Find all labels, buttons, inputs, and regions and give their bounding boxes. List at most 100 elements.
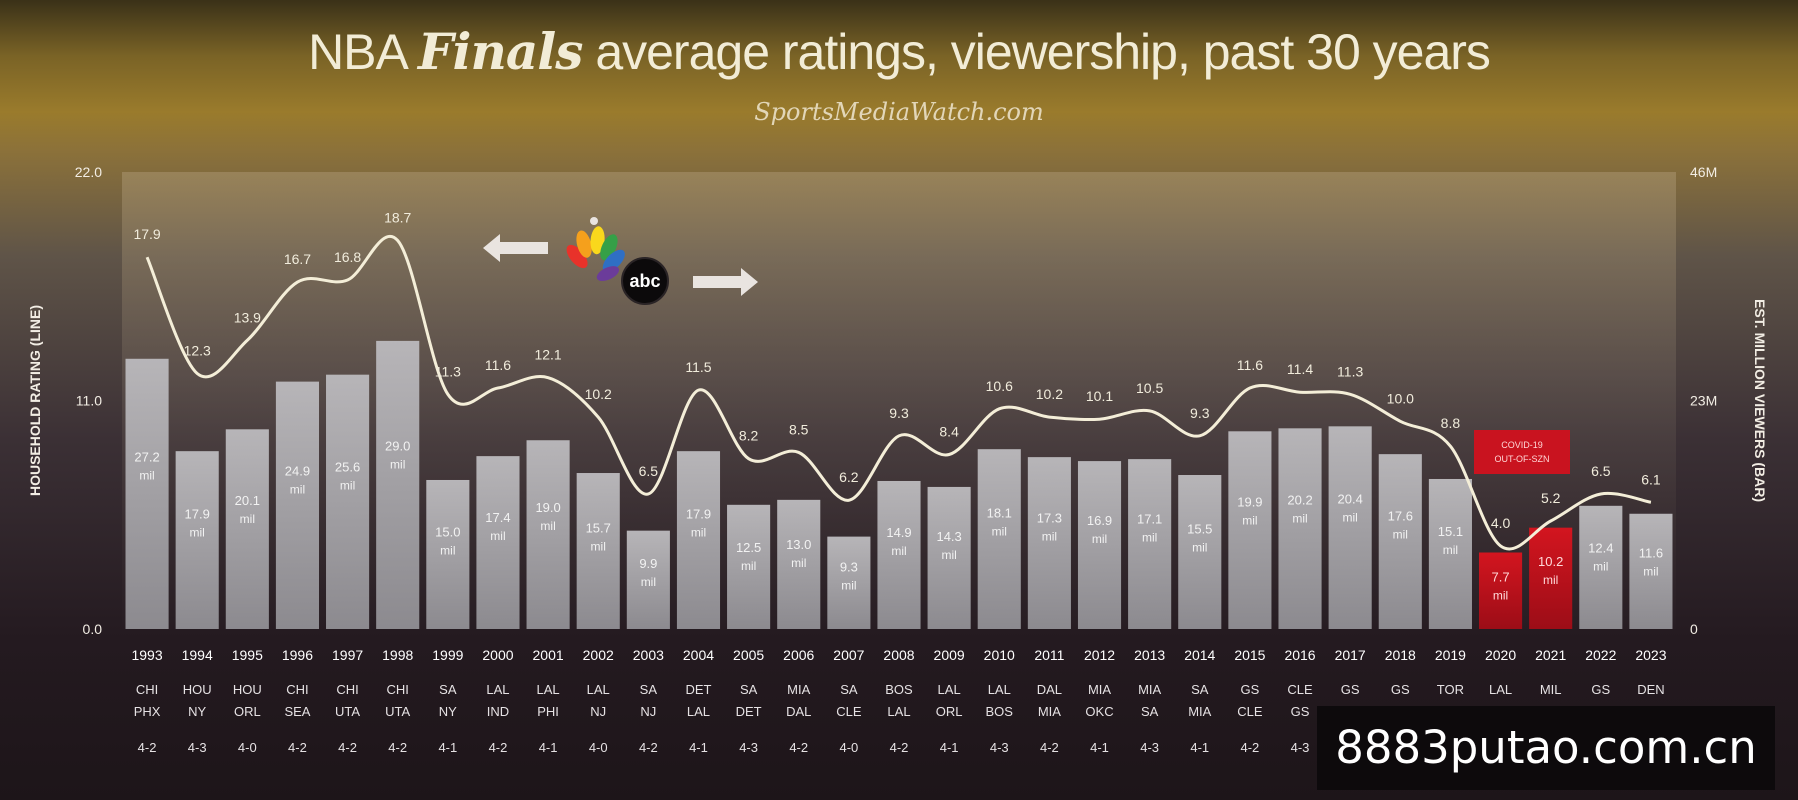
- bar-2016: [1278, 428, 1322, 629]
- series-result-2003: 4-2: [639, 740, 658, 755]
- y-tick-left-0: 0.0: [83, 621, 103, 637]
- series-result-2001: 4-1: [539, 740, 558, 755]
- matchup-top-2019: TOR: [1437, 682, 1464, 697]
- bar-unit-2008: mil: [891, 544, 906, 558]
- bar-2007: [827, 536, 871, 629]
- bar-2017: [1328, 426, 1372, 629]
- matchup-top-2014: SA: [1191, 682, 1209, 697]
- series-result-2004: 4-1: [689, 740, 708, 755]
- bar-value-1998: 29.0: [385, 438, 410, 453]
- matchup-bottom-2001: PHI: [537, 704, 559, 719]
- matchup-bottom-2015: CLE: [1237, 704, 1263, 719]
- bar-unit-1995: mil: [240, 512, 255, 526]
- matchup-top-2007: SA: [840, 682, 858, 697]
- chart-title: NBA Finals average ratings, viewership, …: [0, 22, 1798, 81]
- y-tick-right-0: 0: [1690, 621, 1698, 637]
- matchup-top-2022: GS: [1591, 682, 1610, 697]
- matchup-top-2020: LAL: [1489, 682, 1512, 697]
- x-tick-1997: 1997: [332, 647, 363, 663]
- matchup-bottom-1995: ORL: [234, 704, 261, 719]
- bar-value-2005: 12.5: [736, 540, 761, 555]
- series-result-2009: 4-1: [940, 740, 959, 755]
- rating-value-1998: 18.7: [384, 210, 411, 226]
- x-tick-1998: 1998: [382, 647, 413, 663]
- matchup-bottom-2011: MIA: [1038, 704, 1061, 719]
- bar-value-2002: 15.7: [586, 520, 611, 535]
- bar-unit-2000: mil: [490, 529, 505, 543]
- matchup-bottom-2006: DAL: [786, 704, 811, 719]
- rating-value-2004: 11.5: [685, 359, 711, 375]
- series-result-2012: 4-1: [1090, 740, 1109, 755]
- series-result-1993: 4-2: [138, 740, 157, 755]
- abc-label: abc: [629, 271, 660, 291]
- matchup-bottom-2010: BOS: [986, 704, 1014, 719]
- bar-1994: [175, 451, 219, 629]
- y-tick-right-2: 46M: [1690, 164, 1717, 180]
- matchup-bottom-2009: ORL: [936, 704, 963, 719]
- matchup-top-2011: DAL: [1037, 682, 1062, 697]
- rating-value-2012: 10.1: [1086, 388, 1113, 404]
- series-result-1998: 4-2: [388, 740, 407, 755]
- x-tick-2004: 2004: [683, 647, 714, 663]
- matchup-top-2010: LAL: [988, 682, 1011, 697]
- x-tick-2016: 2016: [1284, 647, 1315, 663]
- bar-unit-2020: mil: [1493, 589, 1508, 603]
- matchup-top-2015: GS: [1241, 682, 1260, 697]
- bar-2001: [526, 440, 570, 629]
- bar-value-1999: 15.0: [435, 525, 460, 540]
- bar-2022: [1579, 505, 1623, 629]
- matchup-top-1996: CHI: [286, 682, 308, 697]
- matchup-top-2012: MIA: [1088, 682, 1111, 697]
- matchup-bottom-2000: IND: [487, 704, 509, 719]
- bar-2011: [1027, 457, 1071, 629]
- matchup-top-2009: LAL: [938, 682, 961, 697]
- bar-unit-2012: mil: [1092, 532, 1107, 546]
- bar-value-2023: 11.6: [1639, 546, 1663, 561]
- bar-2009: [927, 486, 971, 629]
- chart-subtitle: SportsMediaWatch.com: [754, 98, 1044, 126]
- matchup-bottom-1998: UTA: [385, 704, 410, 719]
- bar-value-2016: 20.2: [1287, 493, 1312, 508]
- series-result-2000: 4-2: [489, 740, 508, 755]
- x-tick-2022: 2022: [1585, 647, 1616, 663]
- matchup-top-2000: LAL: [486, 682, 509, 697]
- x-tick-2007: 2007: [833, 647, 864, 663]
- bar-unit-2002: mil: [591, 539, 606, 553]
- x-tick-2005: 2005: [733, 647, 764, 663]
- matchup-top-2013: MIA: [1138, 682, 1161, 697]
- bar-value-2004: 17.9: [686, 507, 711, 522]
- x-tick-2009: 2009: [934, 647, 965, 663]
- bar-unit-2001: mil: [540, 519, 555, 533]
- bar-unit-2015: mil: [1242, 513, 1257, 527]
- bar-2010: [977, 449, 1021, 629]
- x-tick-2001: 2001: [533, 647, 564, 663]
- series-result-1994: 4-3: [188, 740, 207, 755]
- bar-value-2018: 17.6: [1388, 509, 1413, 524]
- bar-1996: [275, 381, 320, 629]
- rating-value-1995: 13.9: [234, 309, 261, 325]
- bar-unit-2016: mil: [1292, 512, 1307, 526]
- x-tick-2021: 2021: [1535, 647, 1566, 663]
- bar-unit-1999: mil: [440, 544, 455, 558]
- matchup-bottom-2005: DET: [736, 704, 762, 719]
- series-result-1995: 4-0: [238, 740, 257, 755]
- matchup-bottom-2007: CLE: [836, 704, 862, 719]
- watermark: 8883putao.com.cn: [1317, 706, 1775, 790]
- bar-2000: [476, 456, 520, 629]
- x-tick-1996: 1996: [282, 647, 313, 663]
- bar-value-2020: 7.7: [1492, 570, 1510, 585]
- rating-value-2014: 9.3: [1190, 405, 1210, 421]
- bar-unit-1996: mil: [290, 483, 305, 497]
- bar-value-2011: 17.3: [1037, 510, 1062, 525]
- annotation-line-2: OUT-OF-SZN: [1495, 454, 1550, 464]
- x-tick-2012: 2012: [1084, 647, 1115, 663]
- bar-value-2014: 15.5: [1187, 522, 1212, 537]
- series-result-1996: 4-2: [288, 740, 307, 755]
- matchup-top-1993: CHI: [136, 682, 158, 697]
- bar-value-2015: 19.9: [1237, 494, 1262, 509]
- matchup-top-1994: HOU: [183, 682, 212, 697]
- bar-unit-2021: mil: [1543, 573, 1558, 587]
- bar-unit-2022: mil: [1593, 560, 1608, 574]
- rating-value-2000: 11.6: [485, 357, 511, 373]
- x-tick-2013: 2013: [1134, 647, 1165, 663]
